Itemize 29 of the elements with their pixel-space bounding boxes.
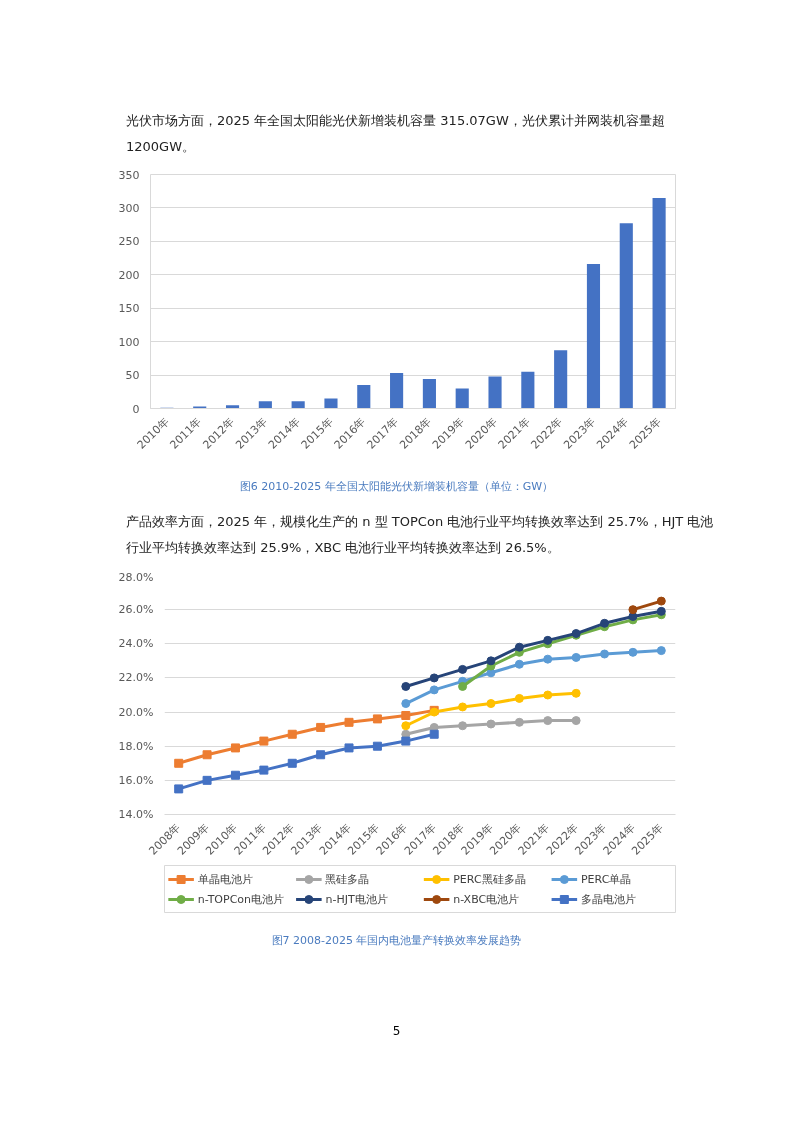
y-tick-label: 150: [118, 302, 140, 316]
legend-label: 黑硅多晶: [325, 873, 370, 886]
y-tick-label: 200: [118, 268, 140, 282]
y-tick-label: 16.0%: [118, 773, 154, 787]
text: 光伏市场方面，2025 年全国太阳能光伏新增装机容量 315.07GW，光伏累计并网装机容量超 1200GW。: [126, 112, 666, 156]
y-tick-label: 100: [118, 335, 140, 349]
y-tick-label: 350: [118, 168, 140, 182]
legend-label: PERC单晶: [580, 873, 632, 886]
y-tick-label: 14.0%: [118, 808, 154, 821]
legend-label: 多晶电池片: [580, 893, 636, 906]
legend-label: n-HJT电池片: [325, 893, 388, 906]
text: 5: [392, 1023, 401, 1040]
text: 图6 2010-2025 年全国太阳能光伏新增装机容量（单位：GW）: [239, 479, 554, 495]
y-tick-label: 300: [118, 201, 140, 215]
y-tick-label: 50: [125, 369, 140, 383]
legend-label: n-TOPCon电池片: [197, 893, 285, 906]
text: 产品效率方面，2025 年，规模化生产的 n 型 TOPCon 电池行业平均转换效率达到 25.7%，HJT 电池行业平均转换效率达到 25.9%，XBC 电池行业平均转换效率达到 26.5%。: [126, 513, 715, 557]
legend-label: 单晶电池片: [197, 873, 253, 886]
y-tick-label: 26.0%: [118, 603, 154, 617]
y-tick-label: 0: [132, 402, 140, 416]
y-tick-label: 24.0%: [118, 637, 154, 651]
y-tick-label: 28.0%: [118, 570, 154, 584]
legend-label: n-XBC电池片: [453, 893, 520, 906]
legend-label: PERC黑硅多晶: [453, 873, 526, 886]
y-tick-label: 20.0%: [118, 705, 154, 719]
text: 图7 2008-2025 年国内电池量产转换效率发展趋势: [271, 933, 522, 949]
y-tick-label: 22.0%: [118, 671, 154, 685]
y-tick-label: 250: [118, 235, 140, 249]
y-tick-label: 18.0%: [118, 739, 154, 753]
